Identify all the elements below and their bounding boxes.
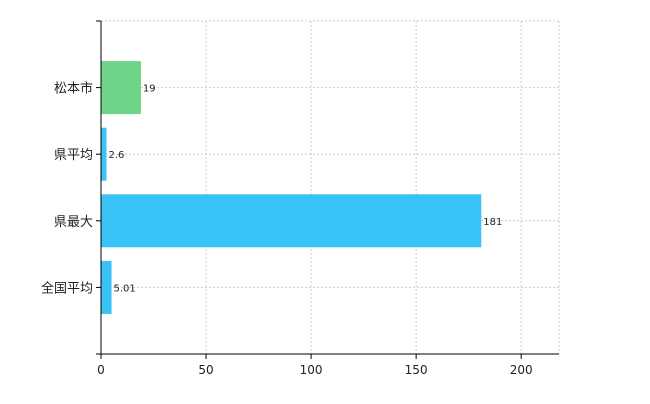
- x-tick-label: 0: [97, 363, 105, 377]
- bar: [101, 194, 482, 248]
- grid-lines: [101, 20, 560, 354]
- data-label: 2.6: [108, 150, 124, 161]
- category-label: 県平均: [54, 148, 93, 163]
- data-label: 19: [143, 84, 156, 95]
- bar: [101, 127, 107, 181]
- x-tick-label: 200: [510, 363, 533, 377]
- x-tick-label: 150: [405, 363, 428, 377]
- x-tick-label: 100: [300, 363, 323, 377]
- bars: [101, 61, 482, 314]
- bar: [101, 260, 112, 314]
- data-label: 181: [483, 217, 502, 228]
- category-label: 県最大: [54, 215, 93, 230]
- category-label: 松本市: [54, 81, 93, 97]
- data-label: 5.01: [114, 283, 136, 294]
- x-tick-label: 50: [198, 363, 213, 377]
- category-label: 全国平均: [41, 280, 93, 296]
- axes: [96, 20, 559, 359]
- bar: [101, 61, 141, 115]
